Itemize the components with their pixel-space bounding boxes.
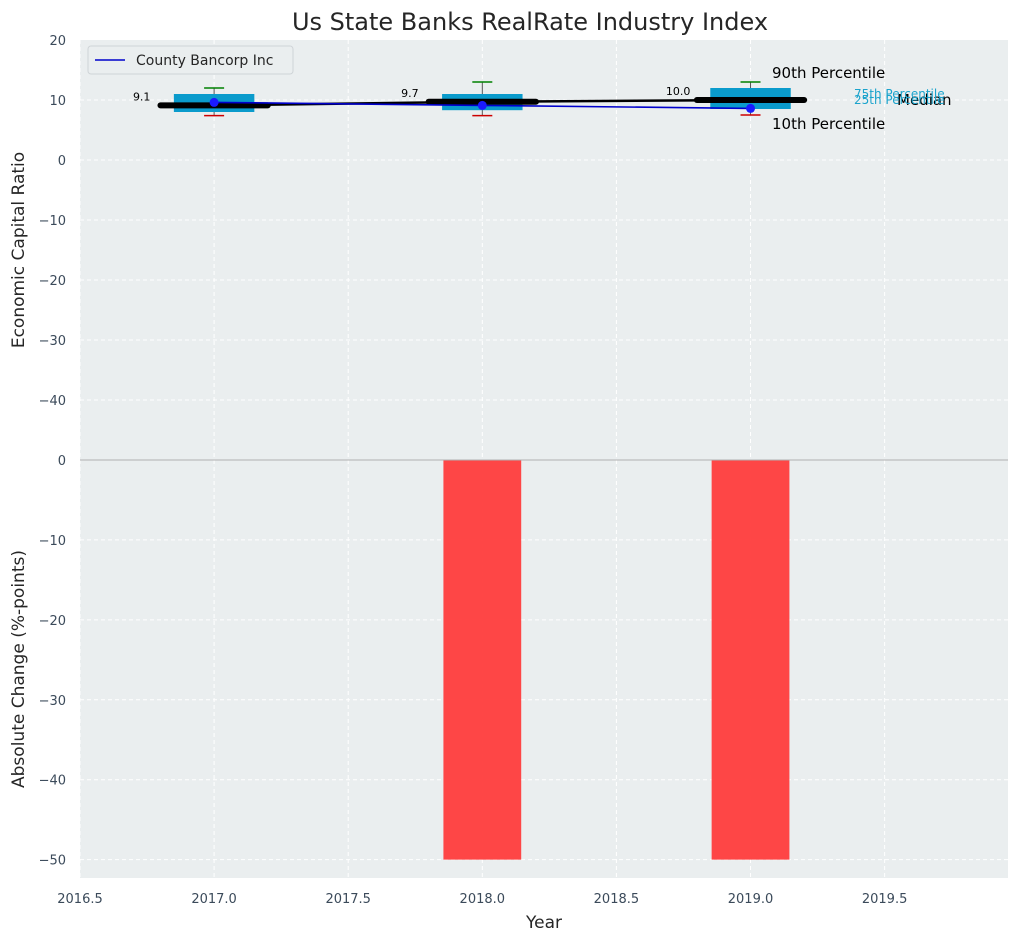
legend-label-company: County Bancorp Inc	[136, 53, 273, 69]
bottom-y-tick-label: −20	[39, 614, 66, 629]
legend: County Bancorp Inc	[87, 45, 294, 75]
change-bar	[711, 460, 790, 860]
top-y-tick-label: −20	[39, 274, 66, 289]
value-labels: 9.1 9.7 10.0	[133, 85, 690, 103]
bottom-y-tick-label: 0	[58, 454, 66, 469]
annotation-median: Median	[897, 91, 952, 109]
company-point	[209, 97, 219, 107]
annotation-p75: 75th Percentile	[854, 87, 945, 101]
x-axis-title: Year	[525, 913, 562, 933]
ticks: 2016.5 2017.0 2017.5 2018.0 2018.5 2019.0 2019…	[39, 34, 908, 907]
top-y-tick-label: −40	[39, 394, 66, 409]
top-y-tick-label: 0	[58, 154, 66, 169]
median-value-label: 9.7	[401, 87, 419, 100]
annotation-p10: 10th Percentile	[772, 115, 885, 133]
bottom-y-axis-title: Absolute Change (%-points)	[9, 550, 29, 788]
median-value-label: 9.1	[133, 90, 151, 103]
bottom-y-tick-label: −10	[39, 534, 66, 549]
annotation-p25: 25th Percentile	[854, 93, 945, 107]
company-point	[746, 103, 756, 113]
x-tick-label: 2017.0	[191, 892, 237, 907]
x-tick-label: 2018.0	[460, 892, 506, 907]
bottom-y-tick-label: −50	[39, 854, 66, 869]
company-series	[209, 97, 756, 113]
annotation-p90: 90th Percentile	[772, 64, 885, 82]
x-tick-label: 2016.5	[57, 892, 103, 907]
bottom-y-tick-label: −30	[39, 694, 66, 709]
top-y-tick-label: 20	[49, 34, 66, 49]
x-tick-label: 2017.5	[325, 892, 371, 907]
top-y-tick-label: −30	[39, 334, 66, 349]
bottom-y-tick-label: −40	[39, 774, 66, 789]
chart-title: Us State Banks RealRate Industry Index	[292, 8, 768, 36]
x-tick-label: 2019.0	[728, 892, 774, 907]
company-point	[477, 100, 487, 110]
change-bar	[443, 460, 522, 860]
top-y-tick-label: 10	[49, 94, 66, 109]
bars	[443, 460, 790, 860]
x-tick-label: 2019.5	[862, 892, 908, 907]
percentile-annotations: 90th Percentile Median 10th Percentile 7…	[772, 64, 952, 133]
median-value-label: 10.0	[666, 85, 691, 98]
bottom-plot-area	[80, 460, 1008, 878]
top-y-axis-title: Economic Capital Ratio	[9, 152, 29, 348]
top-y-tick-label: −10	[39, 214, 66, 229]
x-tick-label: 2018.5	[594, 892, 640, 907]
legend-box	[87, 45, 294, 75]
